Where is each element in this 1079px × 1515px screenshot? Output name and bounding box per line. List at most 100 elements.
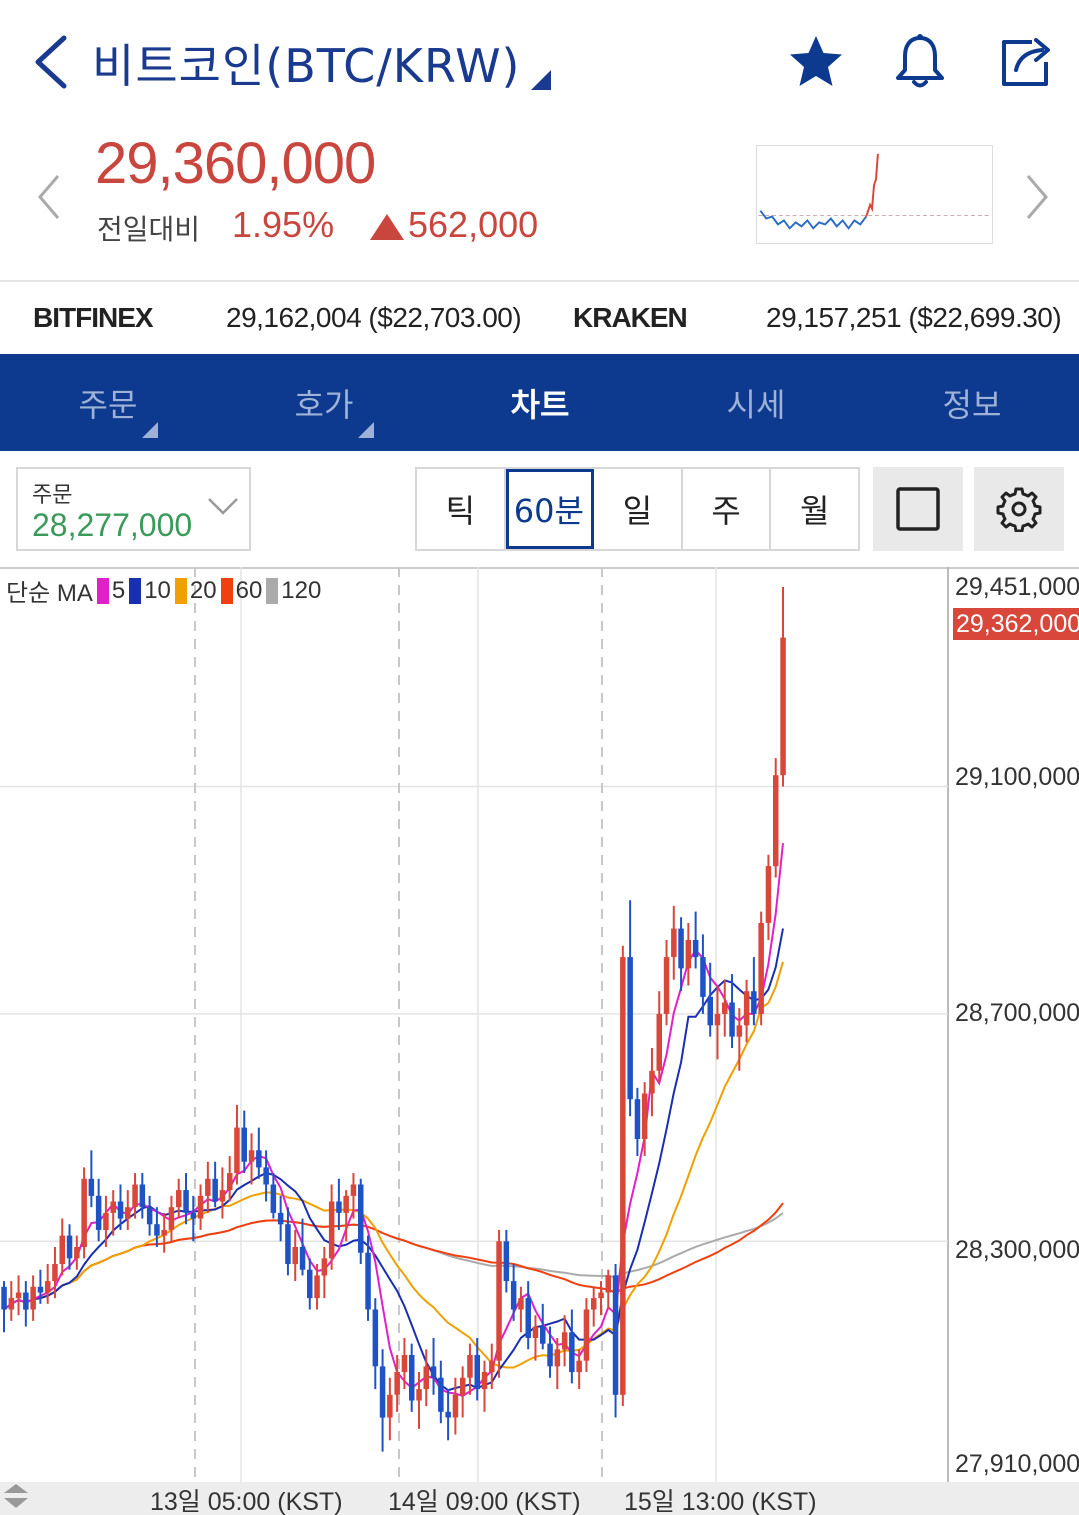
legend-prefix: 단순 MA xyxy=(6,580,93,607)
candle-body xyxy=(37,1286,44,1293)
ma-5-line xyxy=(3,842,784,1397)
candle-body xyxy=(227,1173,233,1191)
current-price: 29,360,000 xyxy=(95,131,376,196)
candle-body xyxy=(510,1281,517,1310)
candle-body xyxy=(197,1195,204,1219)
ma-20-line xyxy=(3,961,784,1369)
candle-body xyxy=(773,775,779,867)
tab-orderbook-label: 호가 xyxy=(294,385,354,424)
tab-order-label: 주문 xyxy=(78,385,138,424)
candle-body xyxy=(190,1212,197,1219)
candle-body xyxy=(95,1195,102,1230)
candle-body xyxy=(146,1207,153,1225)
candle-body xyxy=(474,1355,480,1390)
candle-body xyxy=(547,1343,553,1367)
candle-body xyxy=(627,957,633,1100)
x-axis-bar: 13일 05:00 (KST) 14일 09:00 (KST) 15일 13:0… xyxy=(0,1482,1079,1515)
period-month[interactable]: 월 xyxy=(799,492,830,530)
star-icon[interactable] xyxy=(786,32,846,92)
period-week[interactable]: 주 xyxy=(683,469,772,549)
candle-body xyxy=(343,1195,349,1213)
fullscreen-button[interactable] xyxy=(873,467,963,551)
exchange-prices: BITFINEX 29,162,004 ($22,703.00) KRAKEN … xyxy=(0,280,1079,354)
period-tick[interactable]: 틱 xyxy=(417,469,506,549)
candle-body xyxy=(641,1093,648,1139)
candle-body xyxy=(736,1025,743,1037)
candle-body xyxy=(656,1013,662,1071)
candle-body xyxy=(365,1252,371,1310)
tab-dropdown-icon xyxy=(142,422,158,438)
tab-chart-label: 차트 xyxy=(510,385,570,424)
tab-market[interactable]: 시세 xyxy=(648,354,864,451)
candle-body xyxy=(540,1326,546,1344)
candle-body xyxy=(139,1184,146,1208)
candle-body xyxy=(634,1099,641,1139)
order-price: 28,277,000 xyxy=(32,507,193,543)
compare-label: 전일대비 xyxy=(97,213,201,246)
candle-body xyxy=(234,1127,240,1174)
candle-body xyxy=(30,1286,36,1310)
next-arrow-icon[interactable] xyxy=(1022,172,1052,222)
candle-body xyxy=(678,928,684,969)
chevron-down-icon xyxy=(208,498,238,515)
candle-body xyxy=(459,1377,466,1395)
candle-body xyxy=(496,1241,502,1361)
tab-dropdown-icon xyxy=(358,422,374,438)
coin-selector[interactable]: 비트코인(BTC/KRW) xyxy=(92,30,551,96)
period-60min[interactable]: 60분 xyxy=(505,469,595,549)
dropdown-caret-icon xyxy=(530,70,551,90)
ma-legend: 단순 MA 5 10 20 60 120 xyxy=(6,573,321,608)
candle-body xyxy=(598,1292,604,1299)
share-icon[interactable] xyxy=(996,32,1056,92)
candle-body xyxy=(612,1275,619,1395)
tab-orderbook[interactable]: 호가 xyxy=(216,354,432,451)
tab-order[interactable]: 주문 xyxy=(0,354,216,451)
period-day[interactable]: 일 xyxy=(594,469,683,549)
candle-body xyxy=(328,1201,335,1259)
candle-body xyxy=(532,1326,539,1338)
candle-body xyxy=(576,1360,582,1373)
candle-body xyxy=(205,1178,211,1196)
candle-body xyxy=(8,1298,15,1310)
current-price-marker: 29,362,000 xyxy=(953,608,1079,640)
x-tick-label: 13일 05:00 (KST) xyxy=(150,1488,343,1515)
exchange-name-kraken: KRAKEN xyxy=(573,302,688,333)
candle-body xyxy=(372,1309,379,1367)
prev-arrow-icon[interactable] xyxy=(34,172,64,222)
legend-swatch-ma120 xyxy=(266,577,279,604)
candle-body xyxy=(66,1235,73,1259)
bell-icon[interactable] xyxy=(890,32,950,92)
candle-body xyxy=(722,1002,728,1014)
exchange-value-bitfinex: 29,162,004 ($22,703.00) xyxy=(226,302,522,333)
legend-ma10: 10 xyxy=(144,576,171,604)
x-tick-label: 14일 09:00 (KST) xyxy=(388,1488,581,1515)
candle-body xyxy=(168,1207,175,1230)
legend-swatch-ma20 xyxy=(174,577,187,604)
candle-body xyxy=(430,1366,437,1378)
scroll-handle-icon[interactable] xyxy=(0,1482,32,1510)
page-title: 비트코인(BTC/KRW) xyxy=(92,39,521,93)
candle-body xyxy=(23,1292,29,1310)
tab-chart[interactable]: 차트 xyxy=(432,354,648,451)
candle-body xyxy=(125,1207,131,1219)
tab-info[interactable]: 정보 xyxy=(864,354,1079,451)
tab-info-label: 정보 xyxy=(942,385,1002,424)
settings-button[interactable] xyxy=(974,467,1064,551)
order-label: 주문 xyxy=(32,483,73,508)
candle-body xyxy=(132,1184,138,1208)
candle-body xyxy=(1,1286,7,1310)
candle-body xyxy=(183,1190,189,1213)
candle-body xyxy=(263,1167,269,1185)
candle-body xyxy=(219,1190,226,1202)
candle-body xyxy=(423,1366,429,1390)
y-tick-label: 27,910,000 xyxy=(955,1450,1079,1478)
candle-body xyxy=(321,1258,328,1276)
price-chart[interactable]: 단순 MA 5 10 20 60 120 29,451,000 29,362,0… xyxy=(0,567,1079,1515)
chevron-left-icon[interactable] xyxy=(30,34,74,90)
candle-body xyxy=(52,1264,58,1282)
order-price-selector[interactable]: 주문 28,277,000 xyxy=(16,467,251,551)
candle-body xyxy=(685,940,692,969)
up-triangle-icon xyxy=(370,214,404,240)
candlestick-chart xyxy=(0,567,1079,1482)
candle-body xyxy=(445,1411,451,1418)
